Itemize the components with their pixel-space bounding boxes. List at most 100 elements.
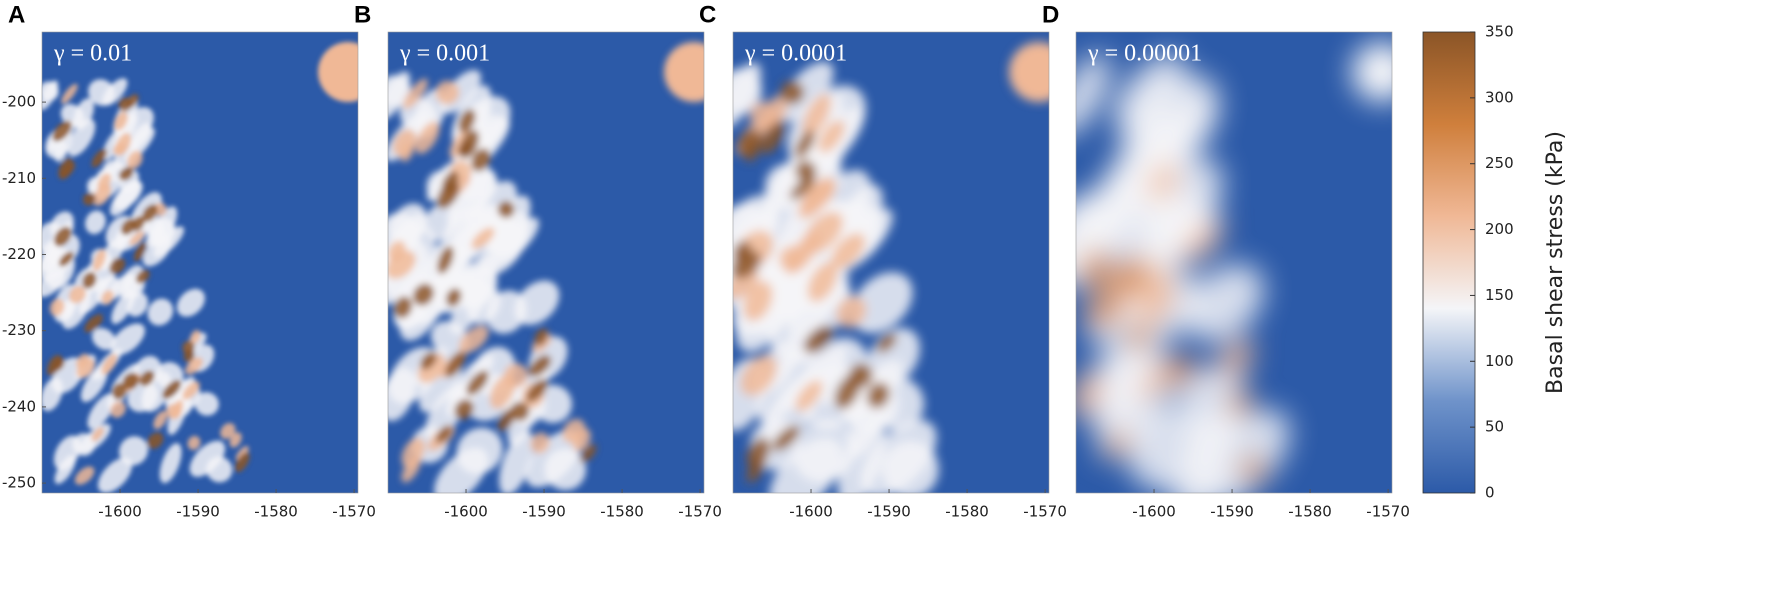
heatmap-field xyxy=(1076,42,1392,493)
field-blob xyxy=(441,171,459,194)
field-blob xyxy=(743,281,773,322)
field-blob xyxy=(182,340,195,354)
heatmap xyxy=(388,32,704,493)
field-blob xyxy=(1352,42,1392,102)
field-blob xyxy=(171,399,184,420)
field-blob xyxy=(109,257,126,275)
y-tick-label: -220 xyxy=(2,245,36,263)
field-blob xyxy=(572,428,591,452)
annotation: γ = 0.01 xyxy=(53,41,132,67)
field-blob xyxy=(142,235,172,267)
field-blob xyxy=(91,426,105,442)
field-blob xyxy=(102,128,125,161)
field-blob xyxy=(101,353,118,375)
field-blob xyxy=(1193,409,1290,493)
field-blob xyxy=(1167,355,1196,388)
field-blob xyxy=(1180,219,1226,265)
field-blob xyxy=(194,392,219,416)
annotation: γ = 0.001 xyxy=(399,41,490,67)
field-blob xyxy=(420,351,437,370)
field-blob xyxy=(54,454,76,484)
heatmap-field xyxy=(733,42,1049,493)
field-blob xyxy=(851,272,913,334)
colorbar-tick-label: 100 xyxy=(1485,352,1514,370)
field-blob xyxy=(118,97,132,112)
field-blob xyxy=(69,285,86,304)
colorbar-tick-label: 250 xyxy=(1485,154,1514,172)
field-blob xyxy=(802,178,837,213)
panel-label: D xyxy=(1042,1,1059,28)
heatmap xyxy=(733,32,1049,493)
field-blob xyxy=(454,399,474,420)
colorbar-tick-label: 50 xyxy=(1485,418,1504,436)
panel-frame xyxy=(732,31,1050,494)
field-blob xyxy=(176,288,205,317)
field-blob xyxy=(471,148,491,172)
field-blob xyxy=(445,351,466,378)
field-blob xyxy=(61,83,78,105)
field-blob xyxy=(84,314,103,333)
field-blob xyxy=(763,195,810,249)
field-blob xyxy=(807,262,838,303)
field-blob xyxy=(1139,281,1176,332)
field-blob xyxy=(142,204,158,222)
y-tick-label: -230 xyxy=(2,321,36,339)
field-blob xyxy=(789,175,816,200)
field-blob xyxy=(530,432,550,454)
colorbar-tick-label: 300 xyxy=(1485,88,1514,106)
colorbar-label: Basal shear stress (kPa) xyxy=(1543,131,1568,394)
x-tick-label: -1580 xyxy=(600,503,644,521)
y-tick-label: -210 xyxy=(2,169,36,187)
field-blob xyxy=(1217,337,1255,379)
field-blob xyxy=(526,379,549,402)
field-blob xyxy=(756,345,815,423)
field-blob xyxy=(778,61,834,122)
field-blob xyxy=(159,443,182,484)
field-blob xyxy=(42,240,61,262)
field-blob xyxy=(1118,255,1151,292)
field-blob xyxy=(113,142,125,155)
field-blob xyxy=(445,288,462,307)
field-blob xyxy=(471,227,495,250)
x-tick-label: -1580 xyxy=(945,503,989,521)
field-blob xyxy=(88,79,115,106)
field-blob xyxy=(119,167,134,181)
field-blob xyxy=(235,446,249,461)
field-blob xyxy=(112,382,127,400)
field-blob xyxy=(499,431,535,493)
x-tick-label: -1570 xyxy=(1366,503,1410,521)
field-blob xyxy=(746,456,766,483)
field-blob xyxy=(664,42,704,102)
field-blob xyxy=(412,283,434,306)
field-blob xyxy=(220,422,236,440)
x-tick-label: -1590 xyxy=(176,503,220,521)
field-blob xyxy=(1113,53,1185,131)
field-blob xyxy=(53,226,72,247)
field-blob xyxy=(1079,249,1110,290)
field-blob xyxy=(74,466,95,485)
field-blob xyxy=(801,93,832,139)
heatmap xyxy=(1076,32,1392,493)
field-blob xyxy=(185,357,203,375)
field-blob xyxy=(85,210,106,235)
annotation: γ = 0.0001 xyxy=(744,41,847,67)
field-blob xyxy=(458,325,489,354)
field-blob xyxy=(182,381,200,400)
heatmap-field xyxy=(388,42,704,493)
field-blob xyxy=(1009,42,1049,102)
field-blob xyxy=(760,121,785,154)
panel-frame xyxy=(387,31,705,494)
field-blob xyxy=(437,246,454,274)
panel-frame xyxy=(41,31,359,494)
heatmap xyxy=(42,32,358,493)
field-blob xyxy=(42,81,59,101)
field-blob xyxy=(52,357,65,372)
field-blob xyxy=(133,242,147,262)
field-blob xyxy=(733,68,763,114)
field-blob xyxy=(544,448,587,491)
field-blob xyxy=(189,440,226,477)
field-blob xyxy=(98,457,133,493)
field-blob xyxy=(489,374,516,410)
field-blob xyxy=(92,248,106,272)
